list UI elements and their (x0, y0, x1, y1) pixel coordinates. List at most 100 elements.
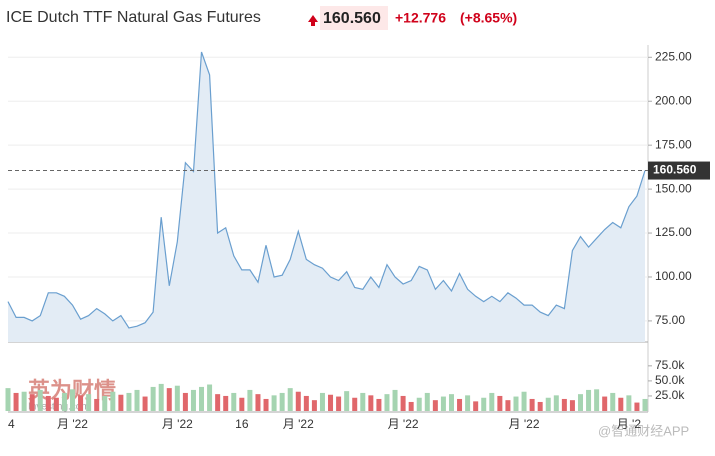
volume-bar (21, 391, 27, 411)
volume-bar (53, 397, 59, 411)
volume-bar (94, 398, 100, 411)
volume-bar (5, 388, 11, 411)
volume-bar (545, 397, 551, 411)
watermark: @智通财经APP (598, 423, 689, 438)
volume-bar (489, 392, 495, 411)
volume-bar (521, 391, 527, 411)
volume-bar (360, 392, 366, 411)
volume-bar (416, 397, 422, 411)
volume-bar (408, 401, 414, 411)
x-tick-label: 月 '22 (162, 417, 193, 431)
x-tick-label: 16 (235, 417, 249, 431)
volume-bar (569, 400, 575, 411)
volume-bar (102, 395, 108, 411)
volume-bar (424, 392, 430, 411)
volume-bar (642, 398, 648, 411)
volume-bar (497, 395, 503, 411)
volume-bar (263, 398, 269, 411)
volume-bar (158, 383, 164, 411)
change: +12.776 (395, 10, 446, 26)
line (7, 51, 646, 329)
volume-bar (481, 397, 487, 411)
volume-bar (13, 392, 19, 411)
volume-bar (328, 394, 334, 411)
volume-bar (199, 386, 205, 411)
volume-bar (400, 395, 406, 411)
x-tick-label: 月 '22 (388, 417, 419, 431)
x-tick-label: 月 '2 (617, 417, 642, 431)
volume-bar (586, 389, 592, 411)
volume-bar (311, 400, 317, 411)
last-value-label: 160.560 (653, 163, 697, 177)
y-tick-label: 125.00 (655, 225, 692, 239)
y-tick-label: 25.0k (655, 388, 685, 402)
volume-bar (86, 394, 92, 411)
last-value-bg (648, 161, 710, 180)
volume-bar (336, 396, 342, 411)
volume-bar (190, 389, 196, 411)
volume-bar (537, 401, 543, 411)
volume-bar (368, 395, 374, 411)
up-arrow (308, 15, 318, 26)
volume-bar (513, 396, 519, 411)
volume-bar (295, 391, 301, 411)
volume-bar (432, 400, 438, 411)
volume-bar (448, 394, 454, 411)
volume-bar (505, 400, 511, 411)
volume-bar (215, 394, 221, 411)
x-tick-label: 月 '22 (509, 417, 540, 431)
volume-bar (344, 391, 350, 411)
volume-bar (126, 392, 132, 411)
volume-bar (174, 385, 180, 411)
volume-bar (110, 391, 116, 411)
volume-bar (352, 397, 358, 411)
volume-bar (553, 395, 559, 411)
volume-bar (150, 386, 156, 411)
volume-bar (231, 392, 237, 411)
volume-bar (561, 398, 567, 411)
volume-bar (303, 395, 309, 411)
volume-bar (287, 388, 293, 411)
volume-bar (279, 392, 285, 411)
volume-bar (142, 396, 148, 411)
volume-bar (166, 388, 172, 411)
x-tick-label: 4 (8, 417, 15, 431)
volume-bar (271, 395, 277, 411)
volume-bar (440, 396, 446, 411)
volume-bar (473, 401, 479, 411)
volume-bar (529, 398, 535, 411)
volume-bar (618, 397, 624, 411)
volume-bar (384, 394, 390, 411)
y-tick-label: 50.0k (655, 373, 685, 387)
y-tick-label: 175.00 (655, 137, 692, 151)
volume-bar (70, 389, 76, 411)
x-tick-label: 月 '22 (283, 417, 314, 431)
volume-bar (247, 389, 253, 411)
y-tick-label: 200.00 (655, 93, 692, 107)
volume-bar (319, 392, 325, 411)
volume-bar (634, 402, 640, 411)
volume-bar (118, 394, 124, 411)
volume-bar (29, 394, 35, 411)
x-tick-label: 月 '22 (57, 417, 88, 431)
volume-bar (577, 394, 583, 411)
volume-bar (45, 395, 51, 411)
volume-bar (134, 389, 140, 411)
volume-bar (182, 392, 188, 411)
volume-bar (376, 398, 382, 411)
volume-bar (594, 389, 600, 411)
volume-bar (626, 395, 632, 411)
volume-bar (392, 389, 398, 411)
volume-bar (239, 397, 245, 411)
volume-bar (207, 384, 213, 411)
volume-bar (255, 394, 261, 411)
volume-bar (465, 395, 471, 411)
chart-title: ICE Dutch TTF Natural Gas Futures (6, 9, 261, 26)
volume-bar (457, 398, 463, 411)
volume-bar (78, 395, 84, 411)
y-tick-label: 75.00 (655, 313, 685, 327)
volume-bar (602, 396, 608, 411)
volume-bar (610, 392, 616, 411)
